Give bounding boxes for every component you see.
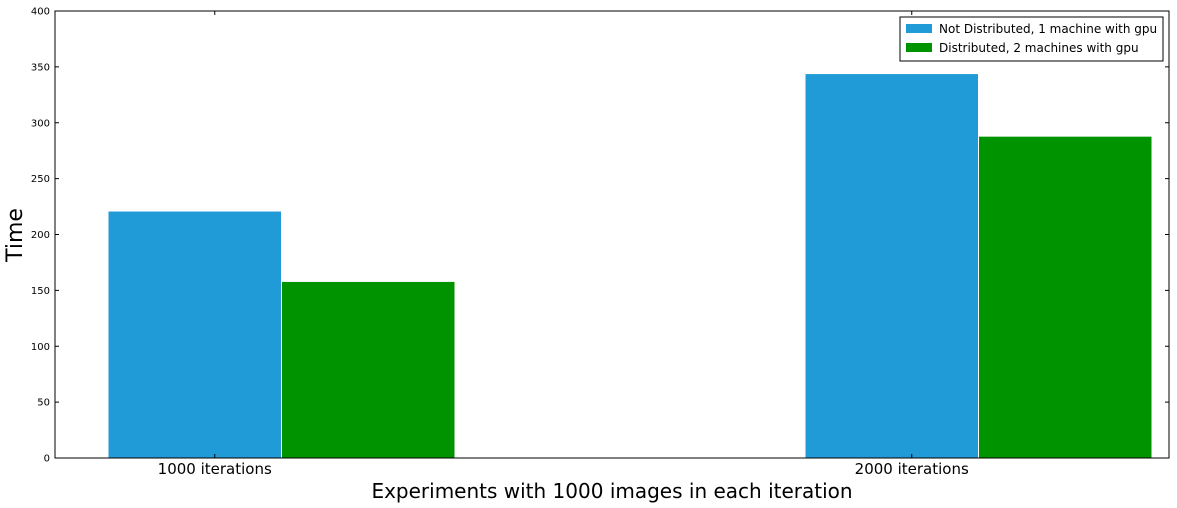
y-tick-label: 50 (37, 398, 50, 409)
bar-not-distributed-2 (804, 73, 979, 459)
y-tick-label: 150 (31, 286, 50, 297)
y-tick-label: 350 (31, 62, 50, 73)
bar-distributed-1 (281, 280, 456, 459)
x-category-label: 1000 iterations (158, 460, 272, 478)
legend: Not Distributed, 1 machine with gpu Distr… (899, 16, 1164, 62)
bar-distributed-2 (978, 135, 1153, 459)
y-tick-label: 300 (31, 118, 50, 129)
x-category-label: 2000 iterations (855, 460, 969, 478)
y-axis: 0 50 100 150 200 250 300 350 400 (31, 7, 1169, 465)
legend-label: Distributed, 2 machines with gpu (939, 41, 1139, 55)
y-axis-title: Time (3, 208, 28, 263)
y-tick-label: 0 (44, 454, 50, 465)
bar-not-distributed-1 (107, 210, 282, 459)
legend-swatch (906, 24, 932, 33)
bars-group (107, 73, 1153, 459)
y-tick-label: 100 (31, 342, 50, 353)
y-tick-label: 250 (31, 174, 50, 185)
x-axis-title: Experiments with 1000 images in each ite… (371, 479, 852, 503)
legend-label: Not Distributed, 1 machine with gpu (939, 22, 1157, 36)
legend-box (899, 16, 1164, 62)
x-axis: 1000 iterations 2000 iterations (158, 11, 969, 478)
legend-swatch (906, 43, 932, 52)
y-tick-label: 200 (31, 230, 50, 241)
y-tick-label: 400 (31, 7, 50, 18)
